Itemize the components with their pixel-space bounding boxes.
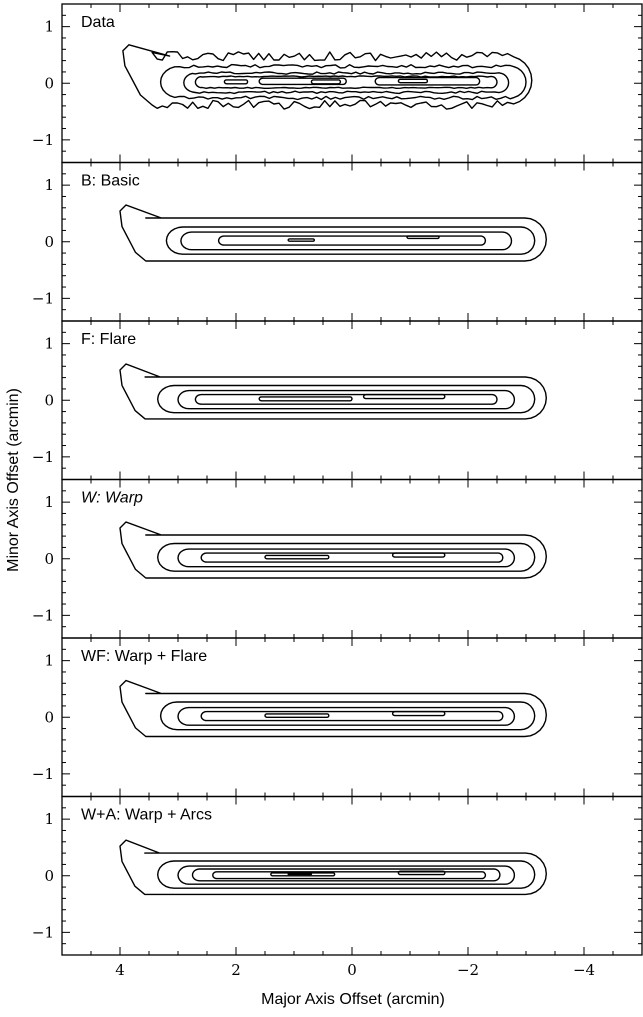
panel-label: WF: Warp + Flare: [81, 648, 207, 665]
y-tick-label: 0: [44, 708, 54, 726]
y-axis-title: Minor Axis Offset (arcmin): [5, 388, 22, 572]
contour-line: [258, 396, 353, 402]
y-tick-label: 1: [44, 810, 54, 828]
panel-2: 1 0 −1 F: Flare: [32, 320, 643, 481]
contour-line: [374, 76, 481, 86]
contour-line: [180, 231, 513, 251]
y-tick-label: −1: [32, 289, 54, 307]
contour-line: [287, 238, 315, 242]
contour-line: [191, 868, 501, 882]
contour-line: [119, 363, 547, 420]
contour-line: [159, 63, 527, 101]
contour-line: [310, 79, 342, 85]
contour-line: [165, 226, 536, 255]
y-tick-label: 0: [44, 391, 54, 409]
contour-line: [194, 75, 498, 89]
contour-line: [212, 871, 487, 880]
y-tick-label: 0: [44, 867, 54, 885]
panel-4: 1 0 −1 WF: Warp + Flare: [32, 637, 643, 798]
contour-line: [391, 552, 446, 558]
contour-line: [287, 872, 313, 876]
contour-line: [119, 679, 547, 738]
contour-line: [217, 235, 487, 246]
contour-line: [397, 78, 429, 84]
y-tick-label: 0: [44, 74, 54, 92]
contour-line: [194, 393, 498, 405]
y-tick-label: −1: [32, 923, 54, 941]
contour-line: [157, 542, 536, 572]
y-tick-label: −1: [32, 131, 54, 149]
y-tick-label: −1: [32, 765, 54, 783]
x-tick-label: 4: [115, 961, 125, 979]
contour-line: [391, 710, 446, 717]
y-tick-label: −1: [32, 448, 54, 466]
panel-frame: [61, 478, 643, 639]
panel-frame: [61, 3, 643, 164]
y-tick-label: −1: [32, 606, 54, 624]
contour-line: [362, 393, 446, 400]
contour-line: [159, 701, 536, 731]
contour-line: [119, 204, 547, 262]
panel-1: 1 0 −1 B: Basic: [32, 161, 643, 322]
x-tick-label: 0: [347, 961, 357, 979]
contour-line: [177, 865, 516, 885]
panel-0: 1 0 −1 Data: [32, 3, 643, 164]
contour-line: [177, 548, 516, 568]
contour-line: [157, 384, 536, 414]
panel-label: W: Warp: [81, 490, 143, 507]
contour-line: [264, 713, 330, 718]
x-axis-title: Major Axis Offset (arcmin): [261, 991, 445, 1008]
y-tick-label: 1: [44, 652, 54, 670]
contour-line: [200, 552, 504, 563]
x-tick-label: −2: [457, 961, 479, 979]
contour-line: [183, 71, 510, 95]
contour-line: [223, 79, 249, 85]
contour-line: [264, 554, 330, 560]
panel-frame: [61, 161, 643, 322]
panel-label: Data: [81, 14, 115, 31]
y-tick-label: 1: [44, 18, 54, 36]
contour-line: [157, 860, 536, 889]
panel-label: W+A: Warp + Arcs: [81, 807, 212, 824]
panel-label: B: Basic: [81, 173, 140, 190]
y-tick-label: 0: [44, 233, 54, 251]
y-tick-label: 0: [44, 550, 54, 568]
contour-line: [119, 521, 547, 579]
panel-5: 1 0 −1 W+A: Warp + Arcs 4 2 0 −2 −4: [32, 795, 643, 979]
contour-line: [119, 839, 547, 896]
contour-line: [177, 389, 516, 410]
y-tick-label: 1: [44, 493, 54, 511]
y-tick-label: 1: [44, 335, 54, 353]
contour-line: [122, 44, 533, 110]
contour-line: [397, 870, 446, 876]
panel-3: 1 0 −1 W: Warp: [32, 478, 643, 639]
y-tick-label: 1: [44, 176, 54, 194]
contour-line: [200, 710, 504, 722]
x-tick-label: −4: [573, 961, 595, 979]
contour-line: [177, 706, 516, 726]
x-tick-label: 2: [231, 961, 241, 979]
panel-label: F: Flare: [81, 331, 136, 348]
panels-layer: 1 0 −1 Data 1 0 −1 B: Basic 1 0 −1 F: Flare 1 0 −1 W: W…: [32, 3, 643, 979]
contour-line: [258, 77, 347, 86]
contour-line: [406, 235, 440, 240]
